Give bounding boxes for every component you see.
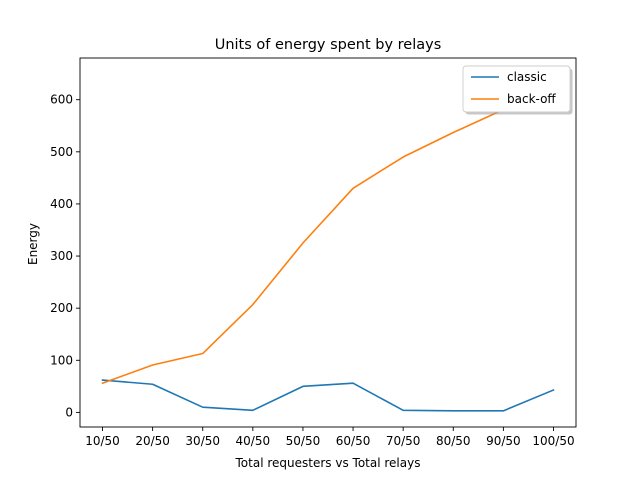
plot-frame: [79, 57, 577, 428]
x-tick-label: 30/50: [185, 434, 220, 448]
y-tick-label: 0: [65, 405, 73, 419]
y-axis-label: Energy: [26, 223, 40, 265]
y-tick-label: 200: [50, 301, 73, 315]
y-tick-label: 600: [50, 93, 73, 107]
y-tick-label: 500: [50, 145, 73, 159]
x-tick-label: 80/50: [436, 434, 471, 448]
y-tick-label: 400: [50, 197, 73, 211]
x-tick-label: 50/50: [286, 434, 321, 448]
legend-label-back-off: back-off: [507, 92, 556, 106]
plot-area: 0 100 200 300 400 500 600 10/50 20/50 30/50 40/50 5…: [50, 57, 577, 448]
y-tick-label: 300: [50, 249, 73, 263]
x-tick-label: 90/50: [486, 434, 521, 448]
series-line-back-off: [101, 84, 555, 385]
legend-label-classic: classic: [507, 70, 547, 84]
chart-title: Units of energy spent by relays: [215, 37, 442, 53]
x-tick-label: 20/50: [135, 434, 170, 448]
y-tick-label: 100: [50, 353, 73, 367]
x-axis-label: Total requesters vs Total relays: [235, 456, 421, 470]
x-tick-label: 10/50: [85, 434, 120, 448]
x-tick-label: 100/50: [532, 434, 574, 448]
x-tick-label: 60/50: [336, 434, 371, 448]
x-tick-label: 70/50: [386, 434, 421, 448]
series-line-classic: [101, 379, 555, 412]
x-tick-label: 40/50: [236, 434, 271, 448]
